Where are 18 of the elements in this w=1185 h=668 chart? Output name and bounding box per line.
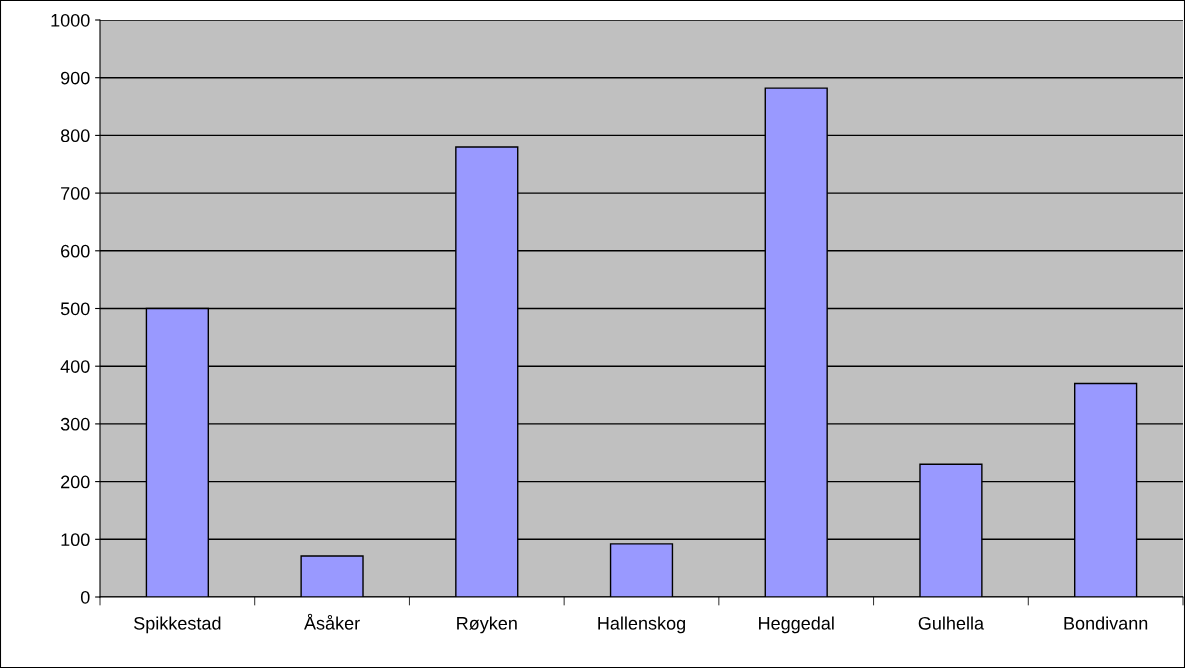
x-tick-label: Gulhella: [918, 616, 985, 630]
y-tick-label: 600: [61, 244, 90, 258]
y-tick-label: 0: [80, 590, 90, 604]
y-tick-label: 300: [60, 417, 90, 431]
x-tick-label: Bondivann: [1064, 616, 1148, 630]
y-tick-label: 400: [60, 360, 90, 373]
y-tick-label: 200: [61, 475, 90, 489]
x-tick-label: Røyken: [457, 616, 517, 634]
x-tick-label: Heggedal: [759, 616, 834, 634]
x-tick-label: Åsåker: [304, 613, 360, 630]
y-tick-label: 1000: [51, 13, 90, 27]
y-tick-label: 800: [60, 129, 90, 143]
y-tick-label: 700: [61, 187, 90, 200]
y-tick-label: 100: [61, 533, 90, 547]
y-tick-label: 900: [61, 71, 90, 85]
x-tick-label: Hallenskog: [598, 616, 685, 634]
x-tick-label: Spikkestad: [134, 616, 221, 634]
y-tick-label: 500: [60, 302, 90, 316]
